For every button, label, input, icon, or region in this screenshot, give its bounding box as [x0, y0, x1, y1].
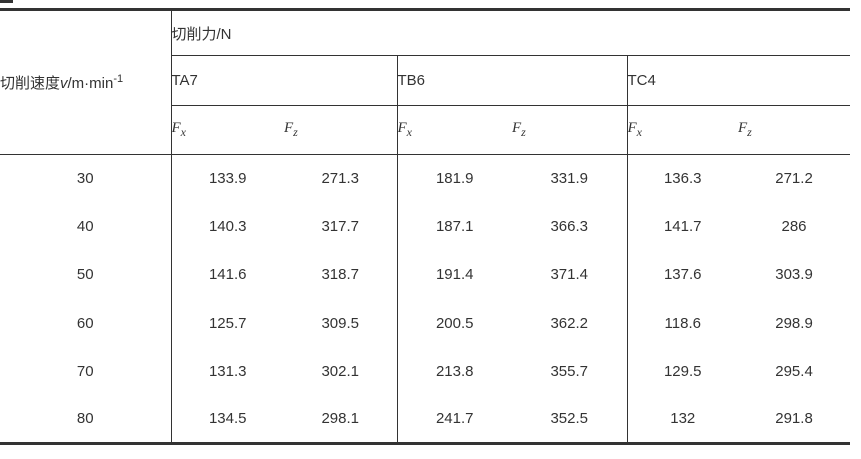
table-row: 70 131.3 302.1 213.8 355.7 129.5 295.4 [0, 347, 850, 396]
force-subscript: z [293, 125, 298, 139]
fz-header-ta7: Fz [284, 105, 397, 155]
fz-header-tb6: Fz [512, 105, 627, 155]
speed-header-text: 切削速度 [0, 75, 61, 92]
force-subscript: z [747, 125, 752, 139]
force-letter: F [284, 120, 294, 136]
force-subscript: x [180, 125, 186, 139]
force-value-cell: 241.7 [396, 395, 512, 444]
speed-value-cell: 70 [0, 347, 172, 396]
speed-value-cell: 60 [0, 299, 172, 348]
force-subscript: x [636, 125, 642, 139]
force-letter: F [171, 120, 181, 136]
force-value-cell: 132 [626, 395, 738, 444]
alloy-header-tc4: TC4 [626, 55, 851, 106]
table-row: 30 133.9 271.3 181.9 331.9 136.3 271.2 [0, 154, 850, 203]
force-value-cell: 136.3 [626, 154, 738, 203]
force-value-cell: 371.4 [550, 266, 589, 284]
force-value-cell: 141.6 [208, 266, 247, 284]
force-value-cell: 298.9 [775, 314, 813, 332]
speed-unit: /m·min [67, 75, 114, 92]
speed-variable: v [60, 75, 68, 92]
stray-line-artifact [0, 0, 13, 3]
table-body: 30 133.9 271.3 181.9 331.9 136.3 271.2 40 140.3 3… [0, 154, 850, 444]
force-value-cell: 140.3 [208, 218, 247, 236]
force-letter: F [397, 120, 407, 136]
header-row-force: 切削速度v/m·min-1 切削力/N [0, 9, 851, 155]
force-subscript: x [406, 125, 412, 139]
speed-value-cell: 40 [0, 202, 172, 251]
force-subscript: z [521, 125, 526, 139]
force-value-cell: 295.4 [775, 362, 813, 380]
force-value-cell: 133.9 [208, 170, 247, 188]
cutting-force-table: 切削速度v/m·min-1 切削力/N TA7 TB6 TC4 Fx Fz Fx… [0, 8, 851, 446]
force-value-cell: 362.2 [550, 314, 589, 332]
force-value-cell: 191.4 [396, 250, 512, 300]
speed-value-cell: 50 [0, 250, 172, 300]
force-value-cell: 131.3 [208, 362, 247, 380]
force-value-cell: 187.1 [396, 202, 512, 251]
force-value-cell: 317.7 [321, 218, 360, 236]
force-value-cell: 125.7 [208, 314, 247, 332]
alloy-header-ta7: TA7 [171, 55, 397, 106]
force-value-cell: 298.1 [321, 410, 360, 428]
force-value-cell: 129.5 [626, 347, 738, 396]
speed-value-cell: 30 [0, 154, 172, 203]
force-value-cell: 355.7 [550, 362, 589, 380]
force-value-cell: 302.1 [321, 362, 360, 380]
force-value-cell: 271.3 [321, 170, 360, 188]
table-row: 40 140.3 317.7 187.1 366.3 141.7 286 [0, 202, 850, 251]
table-header: 切削速度v/m·min-1 切削力/N TA7 TB6 TC4 Fx Fz Fx… [0, 9, 851, 155]
header-row-components: Fx Fz Fx Fz Fx Fz [0, 105, 851, 155]
fx-header-tc4: Fx [626, 105, 738, 155]
force-value-cell: 213.8 [396, 347, 512, 396]
force-value-cell: 181.9 [396, 154, 512, 203]
table-row: 80 134.5 298.1 241.7 352.5 132 291.8 [0, 395, 850, 444]
speed-unit-exponent: -1 [113, 73, 124, 85]
force-value-cell: 291.8 [775, 410, 813, 428]
force-letter: F [627, 120, 637, 136]
force-value-cell: 303.9 [775, 266, 813, 284]
fz-header-tc4: Fz [738, 105, 851, 155]
force-letter: F [512, 120, 522, 136]
speed-column-header: 切削速度v/m·min-1 [0, 9, 172, 155]
force-value-cell: 200.5 [396, 299, 512, 348]
force-value-cell: 286 [781, 218, 807, 236]
force-value-cell: 366.3 [550, 218, 589, 236]
force-value-cell: 331.9 [550, 170, 589, 188]
force-value-cell: 118.6 [626, 299, 738, 348]
force-value-cell: 318.7 [321, 266, 360, 284]
force-letter: F [738, 120, 748, 136]
force-value-cell: 137.6 [626, 250, 738, 300]
speed-value-cell: 80 [0, 395, 172, 444]
table-row: 50 141.6 318.7 191.4 371.4 137.6 303.9 [0, 250, 850, 300]
table-row: 60 125.7 309.5 200.5 362.2 118.6 298.9 [0, 299, 850, 348]
fx-header-ta7: Fx [171, 105, 284, 155]
force-value-cell: 134.5 [208, 410, 247, 428]
force-value-cell: 141.7 [626, 202, 738, 251]
force-value-cell: 271.2 [775, 170, 813, 188]
force-value-cell: 309.5 [321, 314, 360, 332]
force-group-header: 切削力/N [171, 9, 851, 56]
fx-header-tb6: Fx [396, 105, 512, 155]
header-row-alloys: TA7 TB6 TC4 [0, 55, 851, 106]
alloy-header-tb6: TB6 [396, 55, 627, 106]
force-value-cell: 352.5 [550, 410, 589, 428]
